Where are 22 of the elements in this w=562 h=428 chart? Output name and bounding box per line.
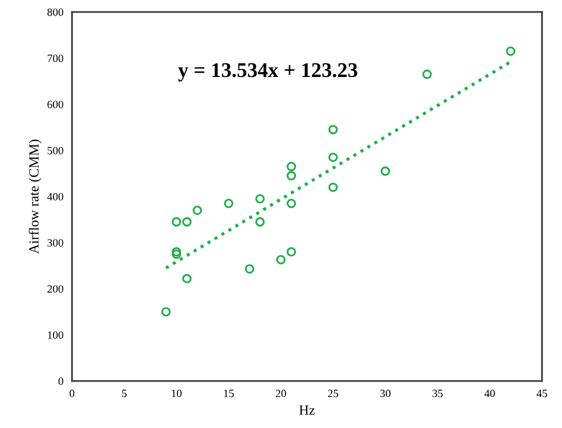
x-tick-label: 10 bbox=[172, 390, 182, 398]
x-tick-label: 0 bbox=[70, 390, 74, 398]
y-tick-label: 400 bbox=[47, 192, 64, 200]
x-tick-label: 45 bbox=[536, 390, 548, 398]
y-tick-label: 0 bbox=[58, 377, 64, 385]
y-tick-label: 800 bbox=[47, 8, 64, 16]
y-tick-label: 200 bbox=[47, 285, 64, 293]
y-tick-label: 500 bbox=[48, 146, 64, 154]
y-tick-label: 300 bbox=[48, 239, 64, 247]
x-tick-label: 40 bbox=[484, 390, 495, 398]
y-axis-title: Airflow rate (CMM) bbox=[28, 140, 42, 254]
x-tick-label: 35 bbox=[432, 390, 443, 398]
x-tick-label: 30 bbox=[380, 390, 390, 398]
annotation: y = 13.534x + 123.23 bbox=[178, 63, 358, 82]
x-tick-label: 25 bbox=[328, 390, 338, 398]
y-tick-label: 600 bbox=[47, 100, 64, 108]
x-tick-label: 5 bbox=[122, 390, 127, 398]
y-tick-label: 100 bbox=[48, 331, 64, 339]
y-tick-label: 700 bbox=[48, 54, 64, 62]
x-axis-title: Hz bbox=[299, 406, 315, 415]
x-tick-label: 20 bbox=[276, 390, 286, 398]
x-tick-label: 15 bbox=[224, 390, 234, 398]
